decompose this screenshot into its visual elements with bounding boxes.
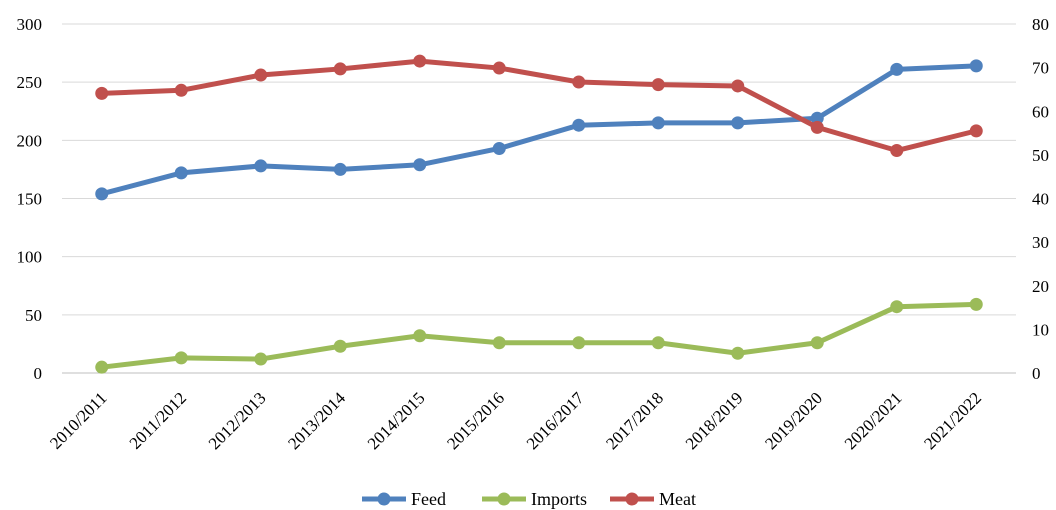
y-left-tick-100: 100 xyxy=(17,248,43,267)
point-meat-2012-2013 xyxy=(254,68,268,82)
point-meat-2018-2019 xyxy=(731,79,745,93)
point-imports-2015-2016 xyxy=(492,336,506,350)
legend-label-imports: Imports xyxy=(531,489,587,509)
point-meat-2010-2011 xyxy=(95,86,109,100)
x-tick-2021-2022: 2021/2022 xyxy=(920,388,985,453)
series-meat xyxy=(95,54,983,158)
legend-item-meat: Meat xyxy=(610,489,696,509)
point-feed-2018-2019 xyxy=(731,116,745,130)
point-feed-2021-2022 xyxy=(969,59,983,73)
point-imports-2010-2011 xyxy=(95,360,109,374)
y-right-tick-60: 60 xyxy=(1032,102,1049,121)
series-line-feed xyxy=(99,63,979,197)
point-meat-2021-2022 xyxy=(969,124,983,138)
point-imports-2017-2018 xyxy=(651,336,665,350)
point-imports-2019-2020 xyxy=(810,336,824,350)
series-imports xyxy=(95,297,983,374)
point-meat-2015-2016 xyxy=(492,61,506,75)
x-tick-2019-2020: 2019/2020 xyxy=(761,388,826,453)
point-feed-2020-2021 xyxy=(890,62,904,76)
y-left-tick-150: 150 xyxy=(17,190,43,209)
y-right-tick-70: 70 xyxy=(1032,59,1049,78)
point-meat-2016-2017 xyxy=(572,75,586,89)
y-left-tick-200: 200 xyxy=(17,131,43,150)
y-left-tick-0: 0 xyxy=(34,364,43,383)
point-imports-2021-2022 xyxy=(969,297,983,311)
x-axis: 2010/2011 2011/2012 2012/2013 2013/2014 2014… xyxy=(46,388,985,453)
point-meat-2014-2015 xyxy=(413,54,427,68)
point-feed-2013-2014 xyxy=(333,162,347,176)
point-feed-2016-2017 xyxy=(572,118,586,132)
y-axis-right: 0 10 20 30 40 50 60 70 80 xyxy=(1032,15,1049,383)
point-feed-2011-2012 xyxy=(174,166,188,180)
point-imports-2012-2013 xyxy=(254,352,268,366)
y-right-tick-40: 40 xyxy=(1032,190,1049,209)
y-left-tick-250: 250 xyxy=(17,73,43,92)
x-tick-2016-2017: 2016/2017 xyxy=(523,388,588,453)
y-right-tick-80: 80 xyxy=(1032,15,1049,34)
point-imports-2013-2014 xyxy=(333,339,347,353)
x-tick-2010-2011: 2010/2011 xyxy=(46,388,110,452)
legend-marker-feed xyxy=(377,492,391,506)
point-meat-2011-2012 xyxy=(174,83,188,97)
point-feed-2012-2013 xyxy=(254,159,268,173)
legend-marker-meat xyxy=(625,492,639,506)
x-tick-2011-2012: 2011/2012 xyxy=(126,388,190,452)
series-group xyxy=(95,54,983,374)
legend-label-feed: Feed xyxy=(411,489,446,509)
y-left-tick-50: 50 xyxy=(25,306,42,325)
series-line-imports xyxy=(99,301,979,370)
y-left-tick-300: 300 xyxy=(17,15,43,34)
point-imports-2014-2015 xyxy=(413,329,427,343)
point-imports-2011-2012 xyxy=(174,351,188,365)
x-tick-2014-2015: 2014/2015 xyxy=(364,388,429,453)
point-imports-2020-2021 xyxy=(890,300,904,314)
point-meat-2019-2020 xyxy=(810,120,824,134)
point-feed-2017-2018 xyxy=(651,116,665,130)
y-right-tick-20: 20 xyxy=(1032,277,1049,296)
x-tick-2012-2013: 2012/2013 xyxy=(205,388,270,453)
point-imports-2018-2019 xyxy=(731,346,745,360)
legend-item-imports: Imports xyxy=(482,489,587,509)
point-meat-2017-2018 xyxy=(651,78,665,92)
point-imports-2016-2017 xyxy=(572,336,586,350)
x-tick-2020-2021: 2020/2021 xyxy=(841,388,906,453)
point-feed-2014-2015 xyxy=(413,158,427,172)
x-tick-2013-2014: 2013/2014 xyxy=(284,388,349,453)
legend-label-meat: Meat xyxy=(659,489,696,509)
y-axis-left: 0 50 100 150 200 250 300 xyxy=(17,15,43,383)
point-feed-2019-2020 xyxy=(810,111,824,125)
y-right-tick-30: 30 xyxy=(1032,233,1049,252)
point-feed-2010-2011 xyxy=(95,187,109,201)
point-meat-2013-2014 xyxy=(333,62,347,76)
legend-marker-imports xyxy=(497,492,511,506)
series-feed xyxy=(95,59,983,201)
x-tick-2018-2019: 2018/2019 xyxy=(682,388,747,453)
y-right-tick-0: 0 xyxy=(1032,364,1041,383)
legend-item-feed: Feed xyxy=(362,489,446,509)
x-tick-2017-2018: 2017/2018 xyxy=(602,388,667,453)
y-right-tick-50: 50 xyxy=(1032,146,1049,165)
point-meat-2020-2021 xyxy=(890,144,904,158)
point-feed-2015-2016 xyxy=(492,141,506,155)
series-line-meat xyxy=(99,58,979,154)
x-tick-2015-2016: 2015/2016 xyxy=(443,388,508,453)
legend: Feed Imports Meat xyxy=(362,489,696,509)
y-right-tick-10: 10 xyxy=(1032,320,1049,339)
